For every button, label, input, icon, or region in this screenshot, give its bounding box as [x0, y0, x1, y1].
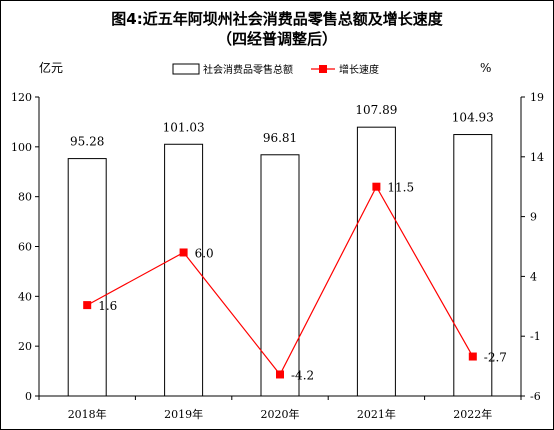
x-tick-label: 2020年	[261, 407, 300, 421]
y-left-tick-label: 0	[25, 390, 32, 403]
y-right-tick-label: 14	[530, 151, 544, 164]
legend-line-label: 增长速度	[339, 63, 379, 76]
bar-value-label: 104.93	[452, 111, 494, 125]
growth-value-label: 1.6	[98, 299, 117, 313]
growth-point	[179, 248, 188, 257]
legend-bar-swatch	[172, 63, 200, 75]
y-right-unit: %	[480, 61, 491, 75]
y-left-tick-label: 80	[18, 191, 32, 204]
x-tick-label: 2021年	[357, 407, 396, 421]
y-left-unit: 亿元	[39, 60, 63, 75]
bar-value-label: 95.28	[70, 135, 104, 149]
growth-point	[276, 370, 284, 379]
y-left-tick-label: 120	[11, 91, 32, 104]
x-tick-label: 2018年	[68, 407, 107, 421]
x-tick-label: 2019年	[164, 407, 203, 421]
growth-value-label: 6.0	[195, 246, 214, 260]
y-right-tick-label: -1	[530, 330, 541, 343]
growth-point	[372, 182, 381, 191]
y-right-tick-label: 4	[530, 270, 537, 283]
bar	[356, 126, 396, 397]
bars	[67, 126, 493, 397]
growth-value-label: -4.2	[291, 368, 314, 382]
y-left-tick-label: 20	[18, 340, 32, 353]
chart-title: 图4:近五年阿坝州社会消费品零售总额及增长速度	[111, 10, 443, 28]
axes: 0 20 40 60 80 100 120 -6 -1 4 9 14 19 2018年 2019年 2020年…	[11, 91, 544, 421]
y-right-tick-label: 9	[530, 211, 537, 224]
y-right-tick-label: 19	[530, 91, 544, 104]
bar-value-label: 96.81	[263, 131, 297, 145]
bar	[260, 154, 300, 397]
bar	[67, 158, 107, 397]
y-left-tick-label: 100	[11, 141, 32, 154]
bar-value-label: 101.03	[163, 120, 205, 134]
legend-line-marker	[319, 65, 327, 73]
chart-subtitle: （四经普调整后）	[217, 30, 337, 48]
legend-bar-label: 社会消费品零售总额	[203, 63, 293, 76]
y-left-tick-label: 40	[18, 290, 32, 303]
growth-line	[83, 182, 477, 379]
growth-point	[468, 352, 477, 361]
growth-value-label: -2.7	[484, 351, 507, 365]
growth-value-label: 11.5	[387, 181, 414, 195]
bar-value-label: 107.89	[355, 103, 397, 117]
growth-point	[83, 301, 92, 310]
bar	[164, 143, 204, 397]
legend: 社会消费品零售总额 增长速度	[172, 63, 379, 76]
data-labels: 95.28 101.03 96.81 107.89 104.93 1.6 6.0 -4.2 11…	[70, 103, 507, 382]
y-right-tick-label: -6	[530, 390, 541, 403]
bar	[453, 134, 493, 397]
x-tick-label: 2022年	[453, 407, 492, 421]
y-left-tick-label: 60	[18, 241, 32, 254]
